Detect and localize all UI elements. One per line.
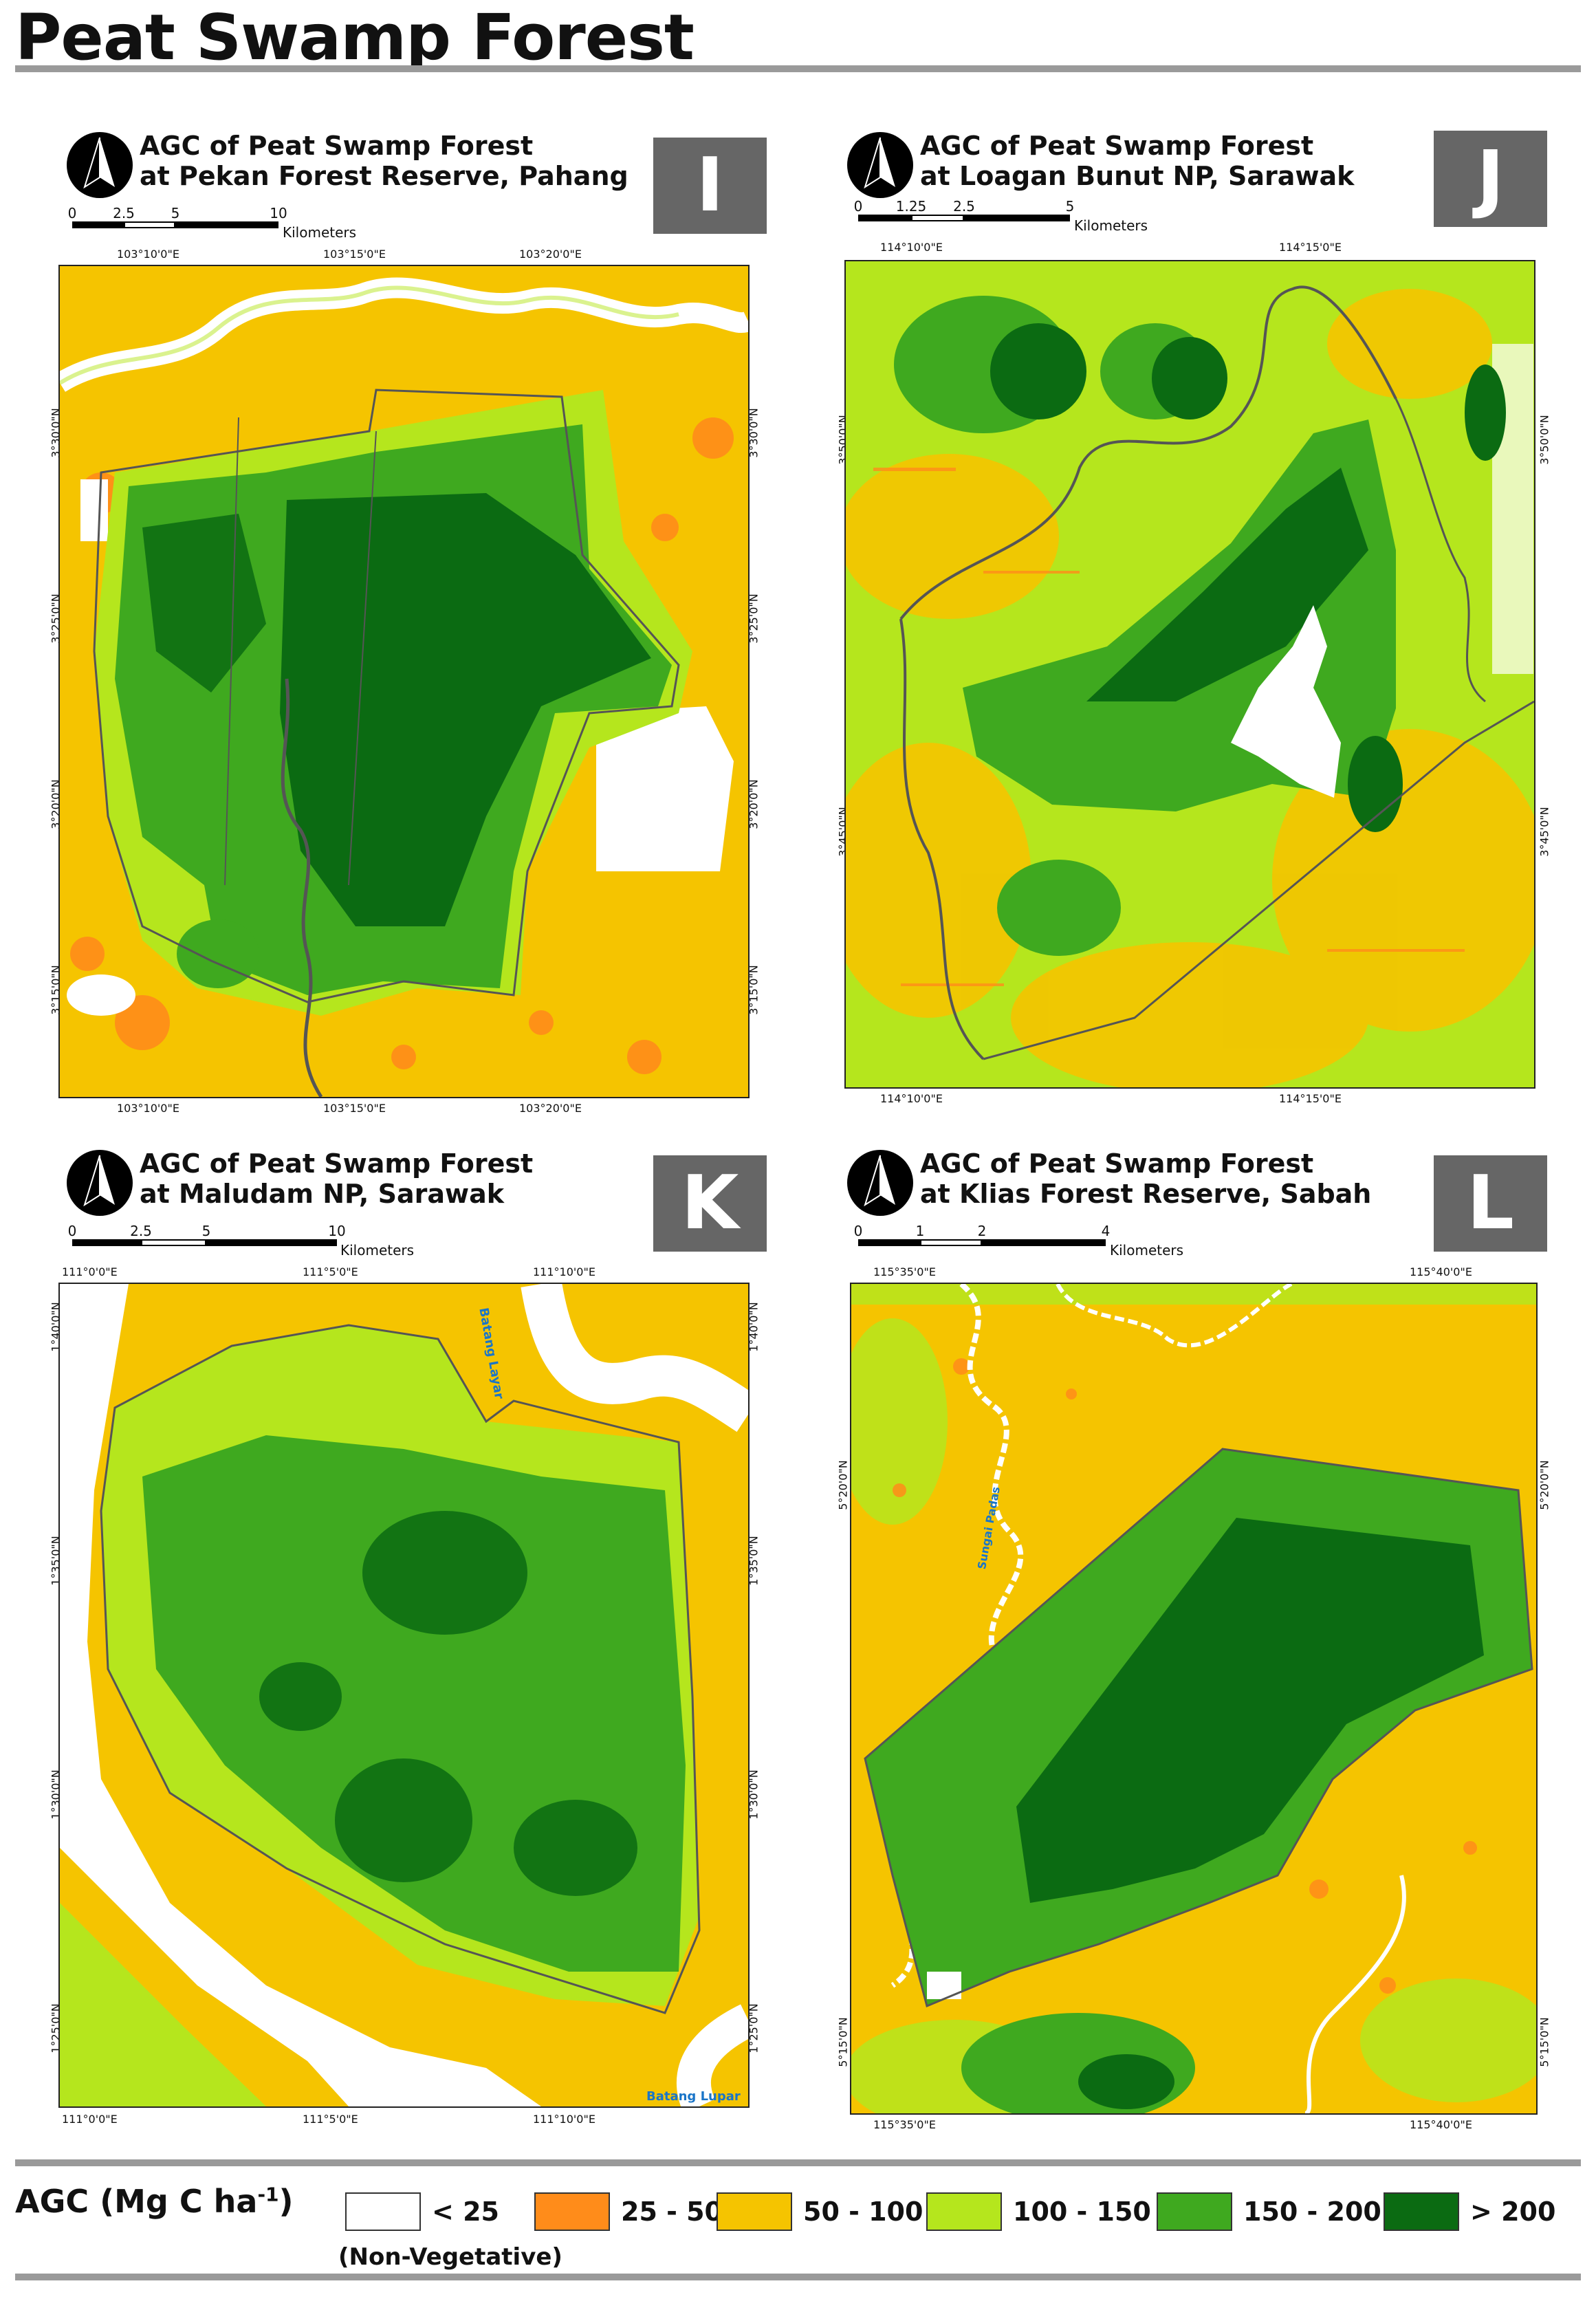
coord-label: 115°35'0"E (873, 1265, 936, 1278)
panel-l-title: AGC of Peat Swamp Forest at Klias Forest… (920, 1148, 1372, 1209)
agc-raster (846, 261, 1534, 1087)
scale-bar: 0 1.25 2.5 5 Kilometers (853, 198, 1148, 234)
map-j[interactable] (844, 260, 1535, 1089)
panel-k-header: AGC of Peat Swamp Forest at Maludam NP, … (58, 1142, 767, 1293)
panel-j: AGC of Peat Swamp Forest at Loagan Bunut… (837, 124, 1551, 1107)
panel-l: AGC of Peat Swamp Forest at Klias Forest… (836, 1142, 1551, 2131)
coord-label: 103°20'0"E (519, 248, 582, 261)
page-title: Peat Swamp Forest (15, 1, 695, 74)
map-k[interactable] (58, 1283, 750, 2108)
legend-label: 150 - 200 (1243, 2197, 1381, 2227)
legend-swatch (926, 2192, 1002, 2231)
north-arrow-icon (847, 1150, 913, 1216)
coord-label: 103°15'0"E (323, 248, 386, 261)
legend-swatch (534, 2192, 610, 2231)
panel-j-header: AGC of Peat Swamp Forest at Loagan Bunut… (839, 124, 1547, 275)
agc-raster (60, 1284, 748, 2106)
legend-label: > 200 (1470, 2197, 1556, 2227)
map-i[interactable] (58, 265, 750, 1098)
legend-top-rule (15, 2159, 1581, 2166)
legend-label: 100 - 150 (1013, 2197, 1151, 2227)
coord-label: 115°40'0"E (1410, 1265, 1472, 1278)
legend-title: AGC (Mg C ha-1) (15, 2183, 294, 2220)
panel-j-title: AGC of Peat Swamp Forest at Loagan Bunut… (920, 131, 1355, 191)
coord-label: 115°40'0"E (1410, 2118, 1472, 2131)
legend-swatch (1157, 2192, 1232, 2231)
coord-label: 111°0'0"E (62, 1265, 118, 1278)
legend-label: < 25 (432, 2197, 499, 2227)
panel-k: AGC of Peat Swamp Forest at Maludam NP, … (50, 1142, 767, 2126)
coord-label: 3°50'0"N (1538, 415, 1551, 465)
panel-i-title: AGC of Peat Swamp Forest at Pekan Forest… (140, 131, 628, 191)
scale-bar: 0 2.5 5 10 Kilometers (67, 1223, 415, 1259)
panel-i-letter: I (653, 138, 767, 234)
agc-raster (60, 266, 748, 1097)
panel-i-header: AGC of Peat Swamp Forest at Pekan Forest… (58, 124, 767, 275)
legend-swatch (1384, 2192, 1459, 2231)
coord-label: 114°15'0"E (1279, 241, 1342, 254)
coord-label: 115°35'0"E (873, 2118, 936, 2131)
scale-bar: 0 2.5 5 10 Kilometers (67, 205, 357, 241)
map-l[interactable] (850, 1283, 1538, 2115)
panel-k-letter: K (653, 1155, 767, 1252)
legend-label: 25 - 50 (621, 2197, 723, 2227)
legend-swatch (717, 2192, 792, 2231)
coord-label: 5°20'0"N (1538, 1460, 1551, 1510)
north-arrow-icon (67, 132, 133, 198)
north-arrow-icon (67, 1150, 133, 1216)
panel-l-header: AGC of Peat Swamp Forest at Klias Forest… (839, 1142, 1547, 1293)
coord-label: 111°10'0"E (533, 1265, 595, 1278)
coord-label: 111°5'0"E (303, 1265, 358, 1278)
coord-label: 3°45'0"N (1538, 807, 1551, 857)
scale-bar: 0 1 2 4 Kilometers (853, 1223, 1184, 1259)
coord-label: 111°10'0"E (533, 2113, 595, 2126)
legend: AGC (Mg C ha-1) < 25 25 - 50 50 - 100 10… (15, 2173, 1581, 2276)
panel-k-title: AGC of Peat Swamp Forest at Maludam NP, … (140, 1148, 534, 1209)
coord-label: 114°10'0"E (880, 1092, 943, 1105)
legend-sublabel: (Non-Vegetative) (338, 2243, 562, 2271)
coord-label: 5°20'0"N (836, 1460, 850, 1510)
panel-l-letter: L (1434, 1155, 1547, 1252)
panel-j-letter: J (1434, 131, 1547, 227)
panel-i: AGC of Peat Swamp Forest at Pekan Forest… (50, 124, 767, 1115)
coord-label: 111°5'0"E (303, 2113, 358, 2126)
title-rule (15, 65, 1581, 72)
legend-label: 50 - 100 (803, 2197, 923, 2227)
legend-bottom-rule (15, 2274, 1581, 2280)
coord-label: 5°15'0"N (1538, 2017, 1551, 2067)
coord-label: 103°10'0"E (117, 248, 179, 261)
coord-label: 103°20'0"E (519, 1102, 582, 1115)
agc-raster (851, 1284, 1536, 2113)
river-label: Batang Lupar (646, 2089, 741, 2104)
legend-swatch (345, 2192, 421, 2231)
coord-label: 111°0'0"E (62, 2113, 118, 2126)
coord-label: 103°10'0"E (117, 1102, 179, 1115)
coord-label: 114°15'0"E (1279, 1092, 1342, 1105)
north-arrow-icon (847, 132, 913, 198)
coord-label: 5°15'0"N (836, 2017, 850, 2067)
coord-label: 103°15'0"E (323, 1102, 386, 1115)
coord-label: 114°10'0"E (880, 241, 943, 254)
